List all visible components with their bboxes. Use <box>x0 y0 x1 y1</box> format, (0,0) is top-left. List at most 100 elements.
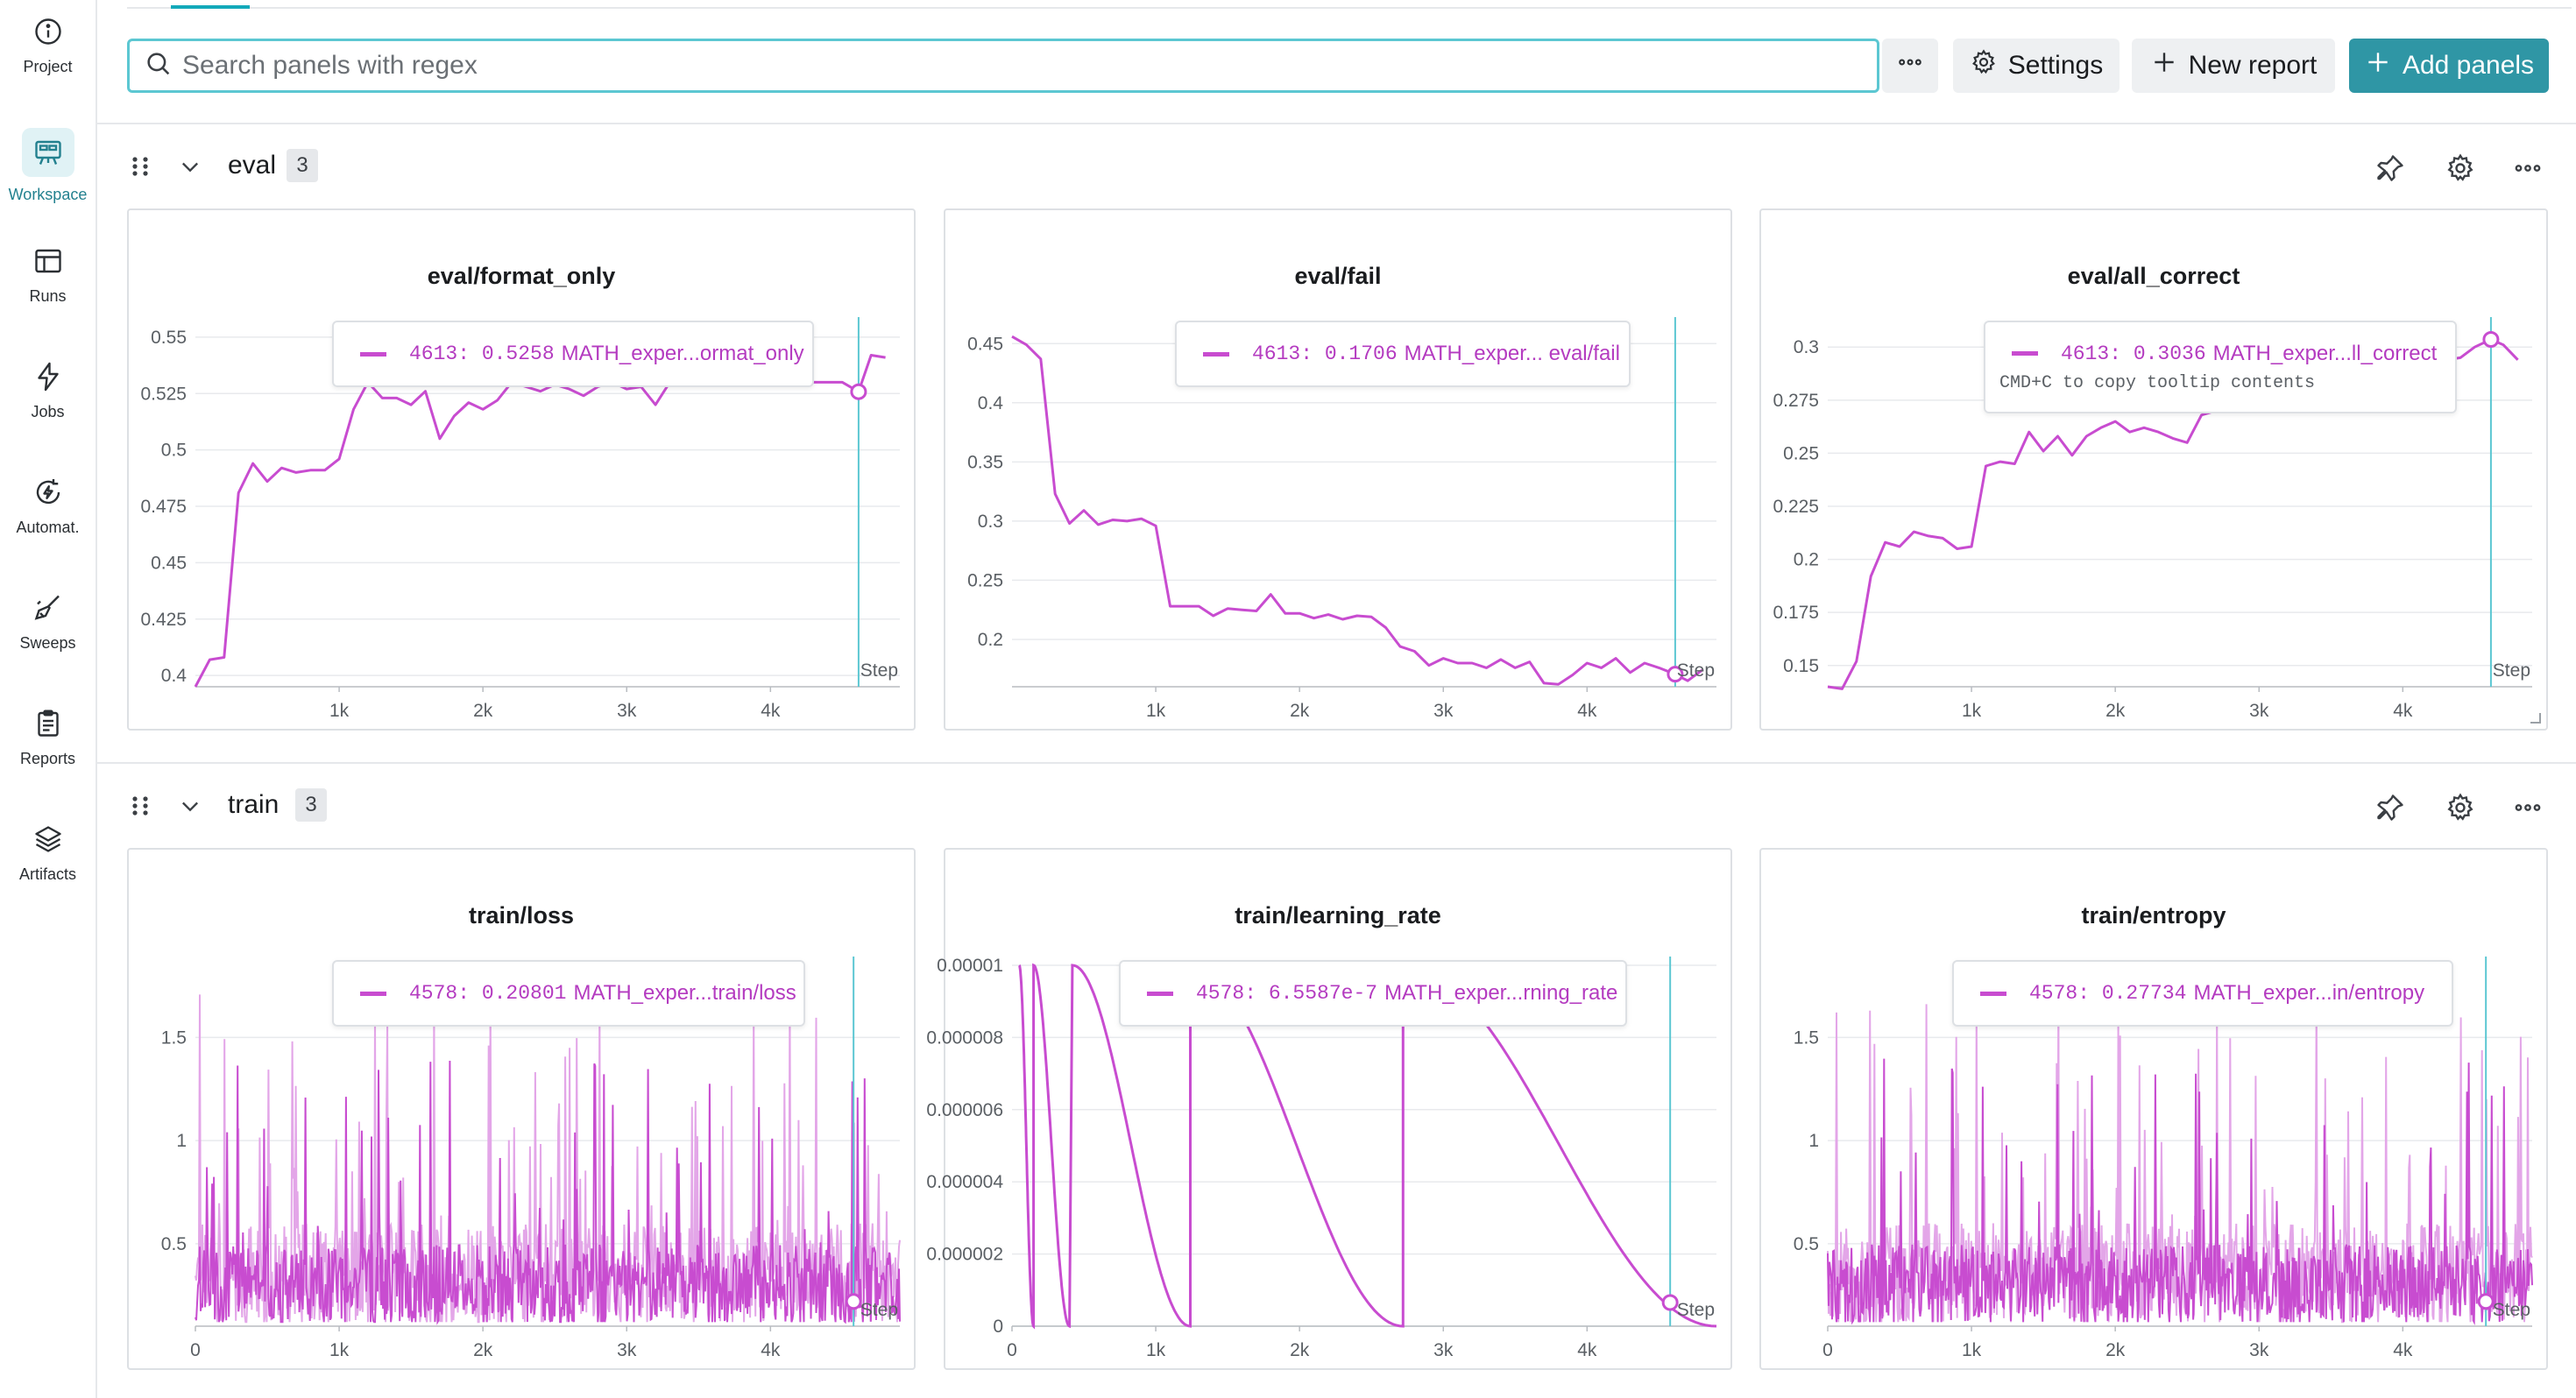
hover-point-marker <box>1667 666 1684 683</box>
x-tick-label: 2k <box>1290 701 1310 721</box>
line-plot: 1.5 1 0.5 0 1k 2k 3k 4k Step <box>161 957 901 1360</box>
tooltip-run-name: MATH_exper... eval/fail <box>1404 342 1620 365</box>
more-horizontal-icon[interactable] <box>2512 792 2544 823</box>
y-tick-label: 0.000006 <box>926 1100 1003 1120</box>
plus-icon <box>2364 48 2392 83</box>
nav-reports[interactable]: Reports <box>0 692 96 794</box>
x-tick-label: 1k <box>1962 1340 1982 1360</box>
search-box <box>127 39 1879 93</box>
panel-eval-all-correct[interactable]: eval/all_correct 0.3 0.275 0.25 0.225 0.2 0.1… <box>1759 208 2548 731</box>
nav-jobs[interactable]: Jobs <box>0 345 96 447</box>
drag-handle-icon[interactable] <box>127 152 153 180</box>
section-divider <box>97 762 2576 764</box>
hover-tooltip: 4613: 0.3036 MATH_exper...ll_correct CMD+… <box>1984 321 2457 413</box>
chevron-down-icon[interactable] <box>178 154 202 179</box>
nav-artifacts-label: Artifacts <box>18 865 76 883</box>
y-tick-label: 0.275 <box>1773 391 1819 411</box>
tooltip-run-name: MATH_exper...ll_correct <box>2212 341 2438 365</box>
gear-icon[interactable] <box>2445 792 2476 823</box>
tooltip-step: 4578 <box>409 982 458 1005</box>
x-tick-label: 4k <box>761 1340 781 1360</box>
series-line <box>194 354 886 688</box>
settings-button[interactable]: Settings <box>1953 39 2120 93</box>
hover-tooltip: 4578: 0.20801 MATH_exper...train/loss <box>332 960 805 1027</box>
workspace-icon <box>21 128 74 177</box>
nav-sweeps[interactable]: Sweeps <box>0 576 96 678</box>
top-tab-indicator <box>127 0 2572 9</box>
panel-train-learning-rate[interactable]: train/learning_rate 0.00001 0.000008 0.000… <box>926 848 1732 1370</box>
y-tick-label: 0.5 <box>161 1234 187 1254</box>
chevron-down-icon[interactable] <box>178 794 202 818</box>
series-line <box>195 1060 901 1325</box>
y-tick-label: 0.175 <box>1773 603 1819 623</box>
y-tick-label: 0.4 <box>978 393 1004 413</box>
y-tick-label: 0.000002 <box>926 1245 1003 1265</box>
tooltip-step: 4578 <box>2029 982 2078 1005</box>
x-tick-label: 0 <box>1822 1340 1833 1360</box>
hover-tooltip: 4578: 6.5587e-7 MATH_exper...rning_rate <box>1119 960 1627 1027</box>
nav-automations[interactable]: Automat. <box>0 461 96 562</box>
nav-artifacts[interactable]: Artifacts <box>0 808 96 909</box>
tooltip-step: 4613 <box>1252 342 1301 365</box>
gear-icon[interactable] <box>2445 152 2476 184</box>
x-tick-label: 1k <box>1146 701 1166 721</box>
hover-point-marker <box>2477 1293 2495 1310</box>
search-input[interactable] <box>182 51 1847 81</box>
section-title[interactable]: eval <box>228 151 277 180</box>
automation-icon <box>31 475 66 510</box>
series-line <box>1011 335 1703 686</box>
panel-train-entropy[interactable]: train/entropy 1.5 1 0.5 0 1k 2k 3k 4k Step 4578:… <box>1759 848 2548 1370</box>
layers-icon <box>31 822 66 857</box>
panel-title: eval/all_correct <box>2067 263 2240 289</box>
nav-workspace[interactable]: Workspace <box>0 114 96 215</box>
tooltip-run-name: MATH_exper...in/entropy <box>2193 981 2425 1005</box>
pin-icon[interactable] <box>2374 792 2406 823</box>
y-tick-label: 1 <box>1808 1131 1819 1151</box>
x-tick-label: 3k <box>617 1340 637 1360</box>
y-tick-label: 1.5 <box>161 1027 187 1048</box>
add-panels-label: Add panels <box>2402 51 2535 80</box>
y-tick-label: 0.000004 <box>926 1172 1003 1192</box>
pin-icon[interactable] <box>2374 152 2406 184</box>
gear-icon <box>1970 48 1998 83</box>
resize-handle-icon[interactable] <box>2530 713 2541 724</box>
tooltip-value: 0.20801 <box>481 982 567 1005</box>
y-tick-label: 0.475 <box>140 497 187 517</box>
panel-eval-fail[interactable]: eval/fail 0.45 0.4 0.35 0.3 0.25 0.2 1k 2k 3k 4k S… <box>944 208 1732 731</box>
x-tick-label: 4k <box>2393 701 2413 721</box>
line-plot: 0.00001 0.000008 0.000006 0.000004 0.000002 0… <box>926 956 1717 1360</box>
x-tick-label: 4k <box>2393 1340 2413 1360</box>
runs-table-icon <box>31 244 66 279</box>
nav-jobs-label: Jobs <box>31 403 65 420</box>
add-panels-button[interactable]: Add panels <box>2349 39 2549 93</box>
y-tick-label: 0.35 <box>967 452 1003 472</box>
tooltip-run-name: MATH_exper...train/loss <box>573 981 796 1005</box>
more-options-button[interactable] <box>1882 39 1938 93</box>
x-tick-label: 3k <box>1433 701 1454 721</box>
nav-automations-label: Automat. <box>16 519 80 536</box>
new-report-label: New report <box>2188 51 2318 80</box>
section-count-badge: 3 <box>295 788 327 822</box>
hover-tooltip: 4613: 0.1706 MATH_exper... eval/fail <box>1175 321 1631 387</box>
more-horizontal-icon <box>1896 48 1924 83</box>
x-tick-label: 1k <box>1962 701 1982 721</box>
y-tick-label: 0.425 <box>140 610 187 630</box>
tooltip-step: 4578 <box>1196 982 1245 1005</box>
more-horizontal-icon[interactable] <box>2512 152 2544 184</box>
hover-point-marker <box>850 383 867 400</box>
panel-eval-format-only[interactable]: eval/format_only 0.55 0.525 0.5 0.475 0.45 0.… <box>127 208 916 731</box>
x-tick-label: 2k <box>2105 701 2126 721</box>
section-count-badge: 3 <box>287 149 318 182</box>
x-tick-label: 1k <box>329 1340 350 1360</box>
panel-train-loss[interactable]: train/loss 1.5 1 0.5 0 1k 2k 3k 4k Step 4578: 0.… <box>127 848 916 1370</box>
x-tick-label: 4k <box>1577 1340 1597 1360</box>
section-title[interactable]: train <box>228 790 280 819</box>
tooltip-run-name: MATH_exper...rning_rate <box>1384 981 1618 1005</box>
nav-project[interactable]: Project <box>0 0 96 102</box>
drag-handle-icon[interactable] <box>127 792 153 820</box>
y-tick-label: 0.00001 <box>937 956 1003 976</box>
new-report-button[interactable]: New report <box>2132 39 2335 93</box>
nav-runs[interactable]: Runs <box>0 229 96 331</box>
tooltip-value: 0.27734 <box>2101 982 2187 1005</box>
y-tick-label: 0.25 <box>1783 443 1819 463</box>
